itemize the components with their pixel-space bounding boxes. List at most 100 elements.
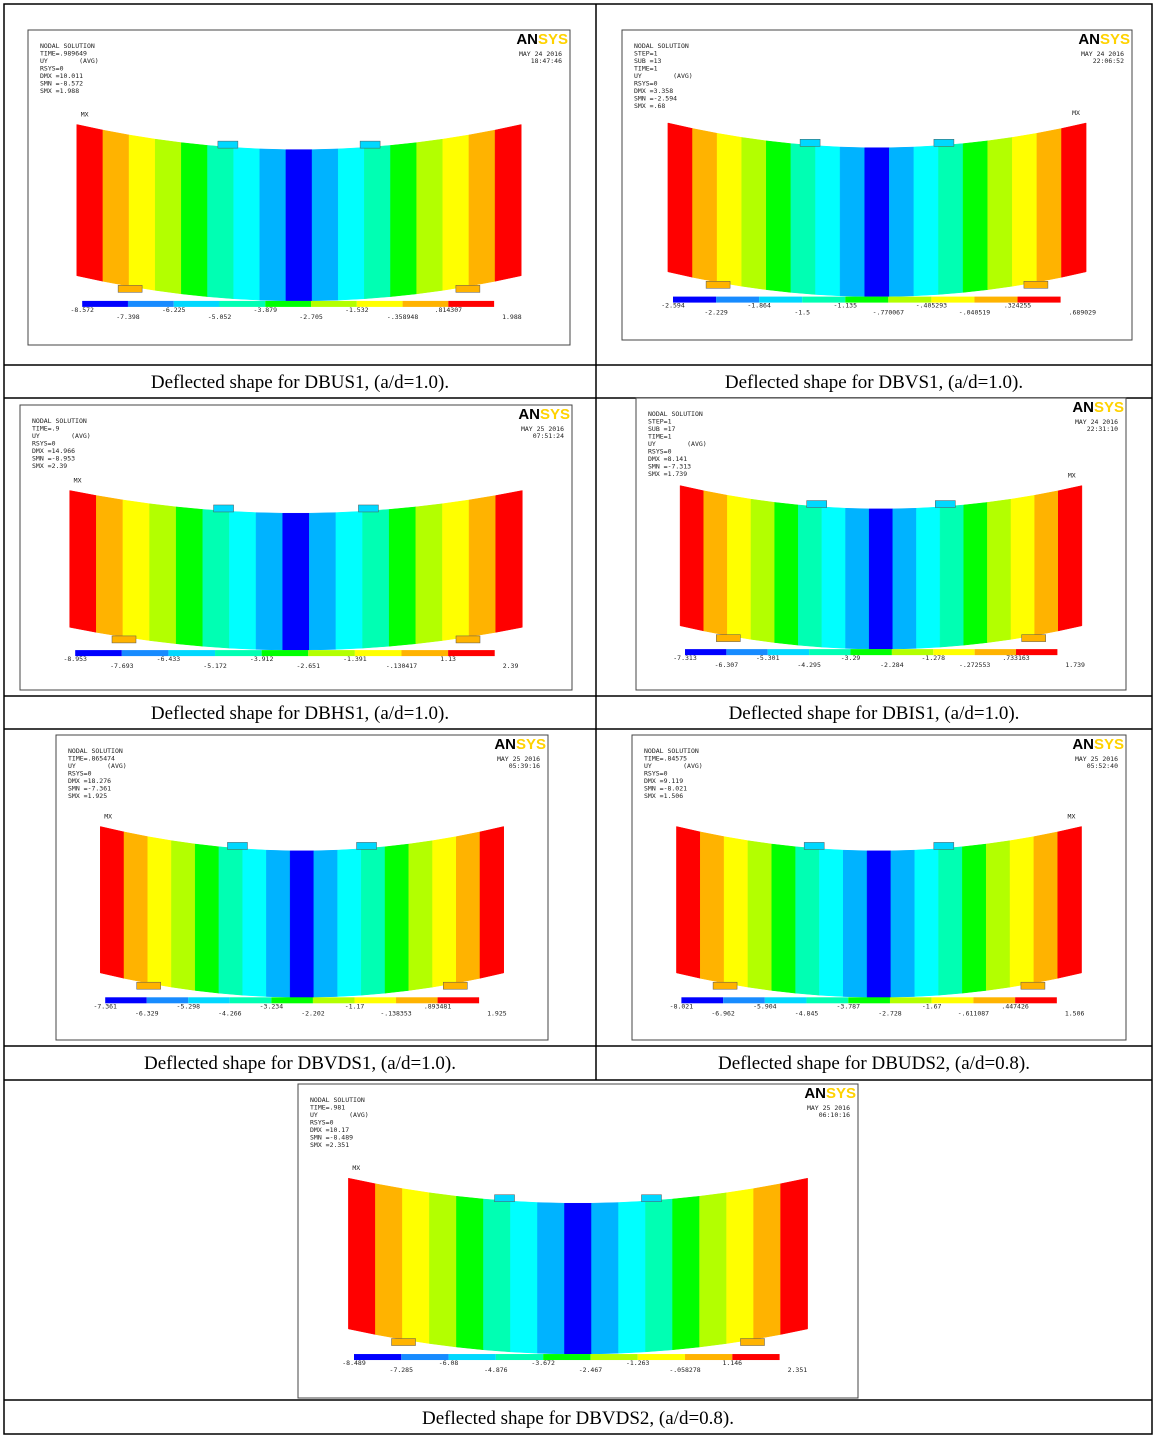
logo-right: SYS	[538, 31, 568, 48]
beam-band	[312, 149, 338, 301]
beam-band	[229, 511, 256, 649]
beam-band	[456, 832, 480, 983]
beam-band	[385, 844, 409, 993]
beam-band	[791, 144, 816, 295]
beam-band	[219, 847, 243, 995]
beam-band	[96, 496, 123, 637]
legend-label: -6.433	[157, 655, 181, 663]
beam-band	[469, 130, 495, 286]
logo-right: SYS	[540, 406, 570, 423]
beam-band	[748, 841, 772, 991]
load-pad	[934, 842, 954, 849]
beam-band	[181, 143, 207, 297]
legend-label: -6.962	[711, 1009, 735, 1017]
beam-band	[986, 841, 1010, 991]
beam-band	[939, 144, 964, 295]
load-pad	[800, 139, 820, 146]
beam-band	[391, 143, 417, 297]
beam-band	[129, 135, 155, 290]
beam-band	[442, 500, 469, 641]
beam-band	[364, 145, 390, 298]
load-pad	[358, 505, 378, 512]
load-pad	[641, 1195, 661, 1202]
legend-label: -2.651	[297, 662, 321, 670]
beam-band	[243, 849, 267, 997]
beam-band	[314, 850, 338, 997]
support-pad	[137, 982, 161, 989]
beam-band	[796, 847, 820, 995]
beam-band	[1058, 486, 1082, 631]
beam-band	[704, 491, 728, 636]
legend-label: -7.398	[116, 313, 140, 321]
beam-band	[865, 148, 890, 297]
legend-label: 1.13	[440, 655, 456, 663]
legend-label: 1.739	[1065, 661, 1085, 669]
max-label: MX	[104, 813, 112, 821]
caption: Deflected shape for DBUS1, (a/d=1.0).	[151, 372, 449, 393]
logo-right: SYS	[1094, 736, 1124, 753]
legend-label: -1.278	[922, 654, 946, 662]
header-line: SMX =.68	[634, 102, 665, 110]
beam-band	[1012, 133, 1037, 286]
beam-band	[915, 849, 939, 997]
contour-plot: NODAL SOLUTIONSTEP=1SUB =13TIME=1UY (AVG…	[622, 30, 1132, 340]
legend-label: -8.021	[670, 1002, 694, 1010]
legend-label: .893481	[424, 1002, 451, 1010]
legend-label: -3.879	[254, 306, 278, 314]
beam-band	[914, 146, 939, 296]
legend-label: -2.229	[704, 309, 728, 317]
beam-band	[537, 1203, 564, 1354]
beam-band	[260, 149, 286, 301]
legend-label: -2.705	[299, 313, 323, 321]
beam-band	[564, 1203, 591, 1354]
max-label: MX	[1068, 472, 1076, 480]
header-line: SMX =1.988	[40, 87, 79, 95]
logo-left: AN	[516, 31, 538, 48]
legend-label: -7.361	[93, 1002, 117, 1010]
legend-label: -7.285	[390, 1366, 414, 1374]
beam-band	[846, 508, 870, 649]
legend-label: -6.225	[162, 306, 186, 314]
legend-label: .814307	[435, 306, 462, 314]
beam-band	[402, 1189, 429, 1344]
beam-band	[148, 837, 172, 987]
logo-left: AN	[1072, 399, 1094, 416]
beam-band	[195, 844, 219, 993]
beam-band	[964, 502, 988, 645]
legend-label: -7.313	[673, 654, 697, 662]
beam-band	[100, 827, 124, 979]
beam-band	[816, 146, 841, 296]
legend-label: -3.912	[250, 655, 274, 663]
legend-label: -.358948	[387, 313, 418, 321]
logo-left: AN	[1078, 31, 1100, 48]
beam-band	[363, 509, 390, 648]
beam-band	[869, 509, 893, 649]
legend-label: -.611087	[958, 1009, 989, 1017]
caption: Deflected shape for DBIS1, (a/d=1.0).	[729, 703, 1020, 724]
beam-band	[207, 145, 233, 298]
beam-band	[668, 123, 693, 277]
legend-label: -2.728	[878, 1009, 902, 1017]
beam-band	[893, 508, 917, 649]
legend-label: -5.298	[177, 1002, 201, 1010]
plot-time: 22:06:52	[1093, 57, 1124, 65]
beam-band	[646, 1199, 673, 1352]
support-pad	[456, 636, 480, 643]
legend-label: .447426	[1001, 1002, 1028, 1010]
beam-band	[483, 1199, 510, 1352]
support-pad	[456, 285, 480, 292]
beam-band	[417, 139, 443, 294]
beam-band	[717, 133, 742, 286]
support-pad	[1022, 635, 1046, 642]
logo-right: SYS	[1094, 399, 1124, 416]
legend-label: -3.29	[841, 654, 861, 662]
beam-band	[754, 1184, 781, 1340]
beam-band	[123, 500, 150, 641]
contour-plot: NODAL SOLUTIONTIME=.989649UY (AVG)RSYS=0…	[28, 30, 570, 345]
beam-band	[510, 1201, 537, 1353]
beam-band	[772, 844, 796, 993]
beam-band	[290, 851, 314, 997]
legend-label: 2.351	[788, 1366, 808, 1374]
contour-plot: NODAL SOLUTIONTIME=.981UY (AVG)RSYS=0DMX…	[298, 1084, 858, 1398]
